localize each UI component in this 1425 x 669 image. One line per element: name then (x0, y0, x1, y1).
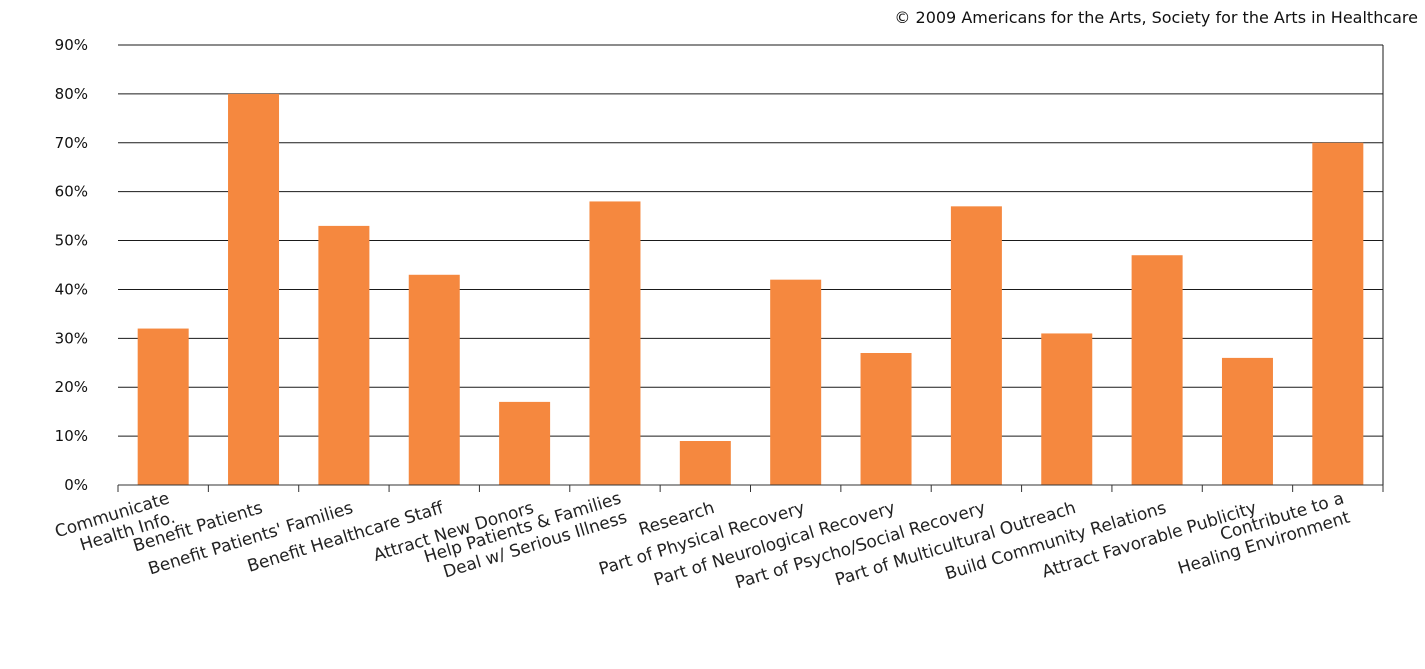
y-tick-label: 80% (55, 85, 88, 103)
y-tick-label: 70% (55, 134, 88, 152)
bar (770, 279, 822, 485)
y-tick-label: 60% (55, 183, 88, 201)
bar (1131, 255, 1183, 485)
x-axis (117, 484, 1384, 492)
y-tick-label: 0% (64, 476, 88, 494)
x-tick-label: CommunicateHealth Info. (53, 488, 178, 561)
bar (860, 353, 912, 485)
y-tick-label: 20% (55, 378, 88, 396)
y-tick-label: 10% (55, 427, 88, 445)
y-tick-label: 40% (55, 280, 88, 298)
bar (137, 328, 189, 485)
bar (589, 201, 641, 485)
y-axis-ticks: 0% 10% 20% 30% 40% 50% 60% 70% 80% 90% (55, 36, 88, 494)
gridlines (118, 44, 1384, 485)
y-tick-label: 90% (55, 36, 88, 54)
bar (1041, 333, 1093, 485)
bar (228, 93, 280, 485)
y-tick-label: 30% (55, 329, 88, 347)
bar (1221, 357, 1273, 485)
bar (950, 206, 1002, 486)
bar (318, 225, 370, 485)
x-axis-labels: CommunicateHealth Info.Benefit PatientsB… (53, 488, 1353, 593)
bars (137, 93, 1364, 486)
bar (679, 441, 731, 485)
bar (408, 274, 460, 485)
copyright-text: © 2009 Americans for the Arts, Society f… (894, 8, 1418, 27)
bar (499, 401, 551, 485)
bar (1312, 142, 1364, 485)
y-tick-label: 50% (55, 232, 88, 250)
